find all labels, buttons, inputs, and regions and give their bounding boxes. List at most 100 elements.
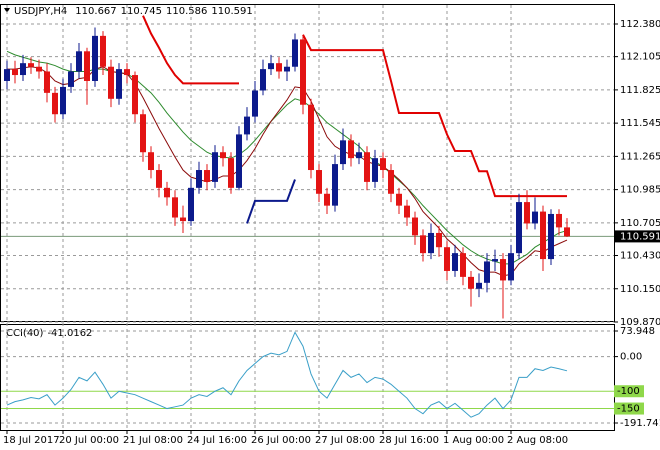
price-label-bg bbox=[614, 230, 660, 243]
last-close: 110.591 bbox=[211, 6, 252, 17]
y-tick-label: 112.380 bbox=[620, 19, 660, 30]
y-tick-label: 111.545 bbox=[620, 118, 660, 129]
candle bbox=[524, 190, 530, 230]
candle-body bbox=[52, 92, 58, 115]
candle bbox=[156, 164, 162, 198]
candle bbox=[148, 146, 154, 179]
candle bbox=[20, 54, 26, 81]
candle-body bbox=[548, 213, 554, 260]
candle-body bbox=[484, 261, 490, 283]
candle bbox=[276, 57, 282, 79]
candle bbox=[372, 149, 378, 188]
candle-body bbox=[524, 202, 530, 224]
candle bbox=[284, 59, 290, 81]
candle-body bbox=[156, 170, 162, 188]
indicator-line bbox=[6, 331, 568, 418]
candle-body bbox=[188, 187, 194, 222]
x-tick-label: 28 Jul 16:00 bbox=[379, 435, 439, 446]
candle bbox=[84, 47, 90, 105]
candle bbox=[516, 193, 522, 260]
candle-body bbox=[4, 69, 10, 81]
cci-last: -41.0162 bbox=[47, 328, 92, 339]
candle bbox=[508, 244, 514, 286]
candle-body bbox=[308, 104, 314, 171]
candle bbox=[172, 190, 178, 226]
candle-body bbox=[348, 140, 354, 159]
candle-body bbox=[36, 66, 42, 72]
candle-body bbox=[540, 211, 546, 260]
candle bbox=[260, 59, 266, 96]
candle bbox=[444, 241, 450, 281]
cci-header: CCI(40) -41.0162 bbox=[6, 328, 92, 339]
x-tick-label: 20 Jul 00:00 bbox=[59, 435, 119, 446]
cci-panel bbox=[0, 324, 615, 431]
candle bbox=[44, 63, 50, 103]
candle bbox=[52, 86, 58, 123]
level-label: -100 bbox=[617, 386, 640, 397]
candle-body bbox=[388, 170, 394, 194]
candle-body bbox=[364, 152, 370, 182]
candle bbox=[356, 142, 362, 165]
candle bbox=[268, 54, 274, 76]
candle-body bbox=[332, 164, 338, 206]
candle bbox=[340, 128, 346, 171]
candle-body bbox=[84, 51, 90, 81]
candle bbox=[188, 178, 194, 226]
candle bbox=[36, 59, 42, 79]
candle-body bbox=[124, 69, 130, 76]
candle-body bbox=[228, 158, 234, 188]
level-label: -150 bbox=[617, 404, 640, 415]
candle-body bbox=[412, 217, 418, 236]
candle bbox=[68, 63, 74, 93]
candle-body bbox=[316, 170, 322, 194]
candle-body bbox=[212, 152, 218, 182]
candle bbox=[420, 229, 426, 262]
candle bbox=[452, 244, 458, 277]
candle bbox=[108, 59, 114, 108]
last-low: 110.586 bbox=[166, 6, 207, 17]
candle bbox=[348, 134, 354, 167]
candle-body bbox=[220, 152, 226, 159]
candle-body bbox=[508, 253, 514, 281]
dropdown-icon[interactable] bbox=[4, 8, 10, 13]
candle-body bbox=[204, 170, 210, 182]
candle bbox=[228, 152, 234, 194]
candle bbox=[556, 209, 562, 236]
candle bbox=[436, 225, 442, 257]
indicator-line bbox=[142, 15, 567, 198]
candle-body bbox=[324, 193, 330, 206]
candle-body bbox=[516, 202, 522, 254]
price-label: 110.591 bbox=[620, 231, 660, 242]
candle-body bbox=[500, 259, 506, 281]
candle-body bbox=[76, 51, 82, 72]
candle bbox=[324, 187, 330, 214]
candle-body bbox=[420, 235, 426, 254]
candle-body bbox=[100, 35, 106, 67]
candle bbox=[476, 273, 482, 298]
candle-body bbox=[468, 276, 474, 289]
candle bbox=[212, 145, 218, 188]
y-tick-label: 0.00 bbox=[620, 352, 642, 363]
candle bbox=[204, 164, 210, 191]
candle bbox=[60, 78, 66, 119]
y-tick-label: -191.741 bbox=[620, 418, 660, 429]
candle bbox=[220, 146, 226, 167]
candle-body bbox=[140, 114, 146, 153]
candle bbox=[412, 211, 418, 245]
candle bbox=[388, 164, 394, 203]
x-tick-label: 2 Aug 08:00 bbox=[507, 435, 568, 446]
candle-body bbox=[116, 69, 122, 99]
candle-body bbox=[356, 152, 362, 159]
candle bbox=[300, 35, 306, 115]
level-label-bg bbox=[614, 402, 644, 415]
candle bbox=[100, 31, 106, 76]
level-label-bg bbox=[614, 385, 644, 398]
candle-body bbox=[20, 63, 26, 76]
candle bbox=[564, 218, 570, 237]
candle bbox=[164, 181, 170, 206]
candle bbox=[548, 209, 554, 266]
candle bbox=[468, 270, 474, 307]
candle-body bbox=[340, 140, 346, 165]
x-tick-label: 1 Aug 00:00 bbox=[443, 435, 504, 446]
candle bbox=[396, 187, 402, 214]
